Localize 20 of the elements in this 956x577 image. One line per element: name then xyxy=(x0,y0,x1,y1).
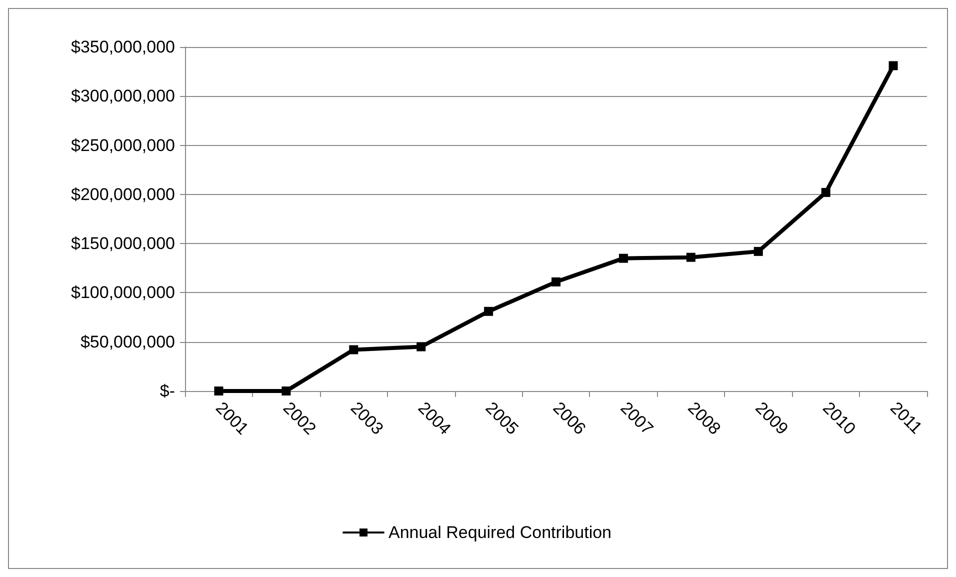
point xyxy=(686,252,696,262)
legend-label: Annual Required Contribution xyxy=(388,523,612,542)
point xyxy=(888,61,898,70)
y-tick-label: $50,000,000 xyxy=(80,332,175,352)
point xyxy=(484,306,494,316)
point xyxy=(416,342,426,352)
point xyxy=(214,386,224,396)
y-tick-label: $- xyxy=(160,382,175,400)
y-tick-label: $300,000,000 xyxy=(71,86,175,106)
point xyxy=(754,246,763,256)
point xyxy=(349,345,358,354)
y-tick-label: $150,000,000 xyxy=(71,234,175,254)
y-tick-label: $350,000,000 xyxy=(71,38,175,56)
point xyxy=(552,277,560,286)
point xyxy=(618,254,628,263)
y-tick-label: $200,000,000 xyxy=(71,184,175,204)
y-tick-label: $100,000,000 xyxy=(71,283,175,302)
point xyxy=(821,188,830,197)
y-tick-label: $250,000,000 xyxy=(71,136,175,155)
point xyxy=(282,386,291,396)
